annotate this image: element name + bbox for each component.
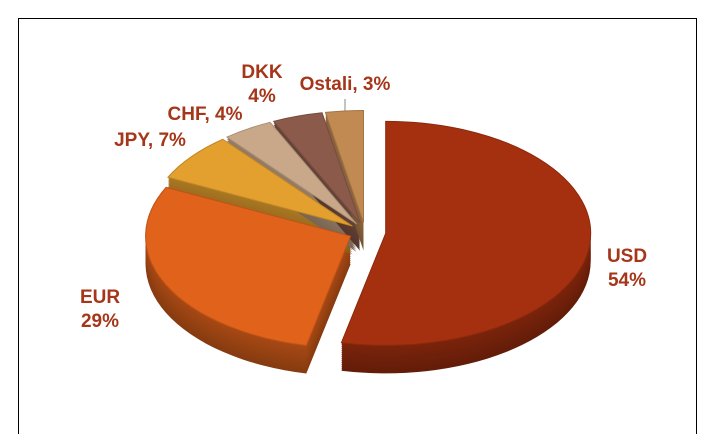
data-label-line: 4% — [248, 86, 276, 107]
data-label-line: JPY, 7% — [114, 130, 186, 151]
data-label: CHF, 4% — [168, 104, 243, 125]
data-label: Ostali, 3% — [300, 74, 391, 95]
slice — [145, 186, 352, 347]
data-label-line: USD — [607, 246, 647, 267]
data-label: EUR 29% — [80, 287, 120, 332]
data-label-line: Ostali, 3% — [300, 74, 391, 95]
data-label-line: DKK — [241, 62, 282, 83]
data-label-line: 54% — [608, 270, 646, 291]
data-label: JPY, 7% — [114, 130, 186, 151]
slice — [225, 121, 357, 225]
data-label-line: 29% — [81, 311, 119, 332]
slice — [272, 112, 361, 224]
data-label-line: EUR — [80, 287, 120, 308]
slice — [167, 138, 353, 227]
slice — [340, 120, 592, 346]
slice — [324, 109, 365, 223]
data-label-line: CHF, 4% — [168, 104, 243, 125]
data-label: USD 54% — [607, 246, 647, 291]
data-label: DKK 4% — [241, 62, 282, 107]
